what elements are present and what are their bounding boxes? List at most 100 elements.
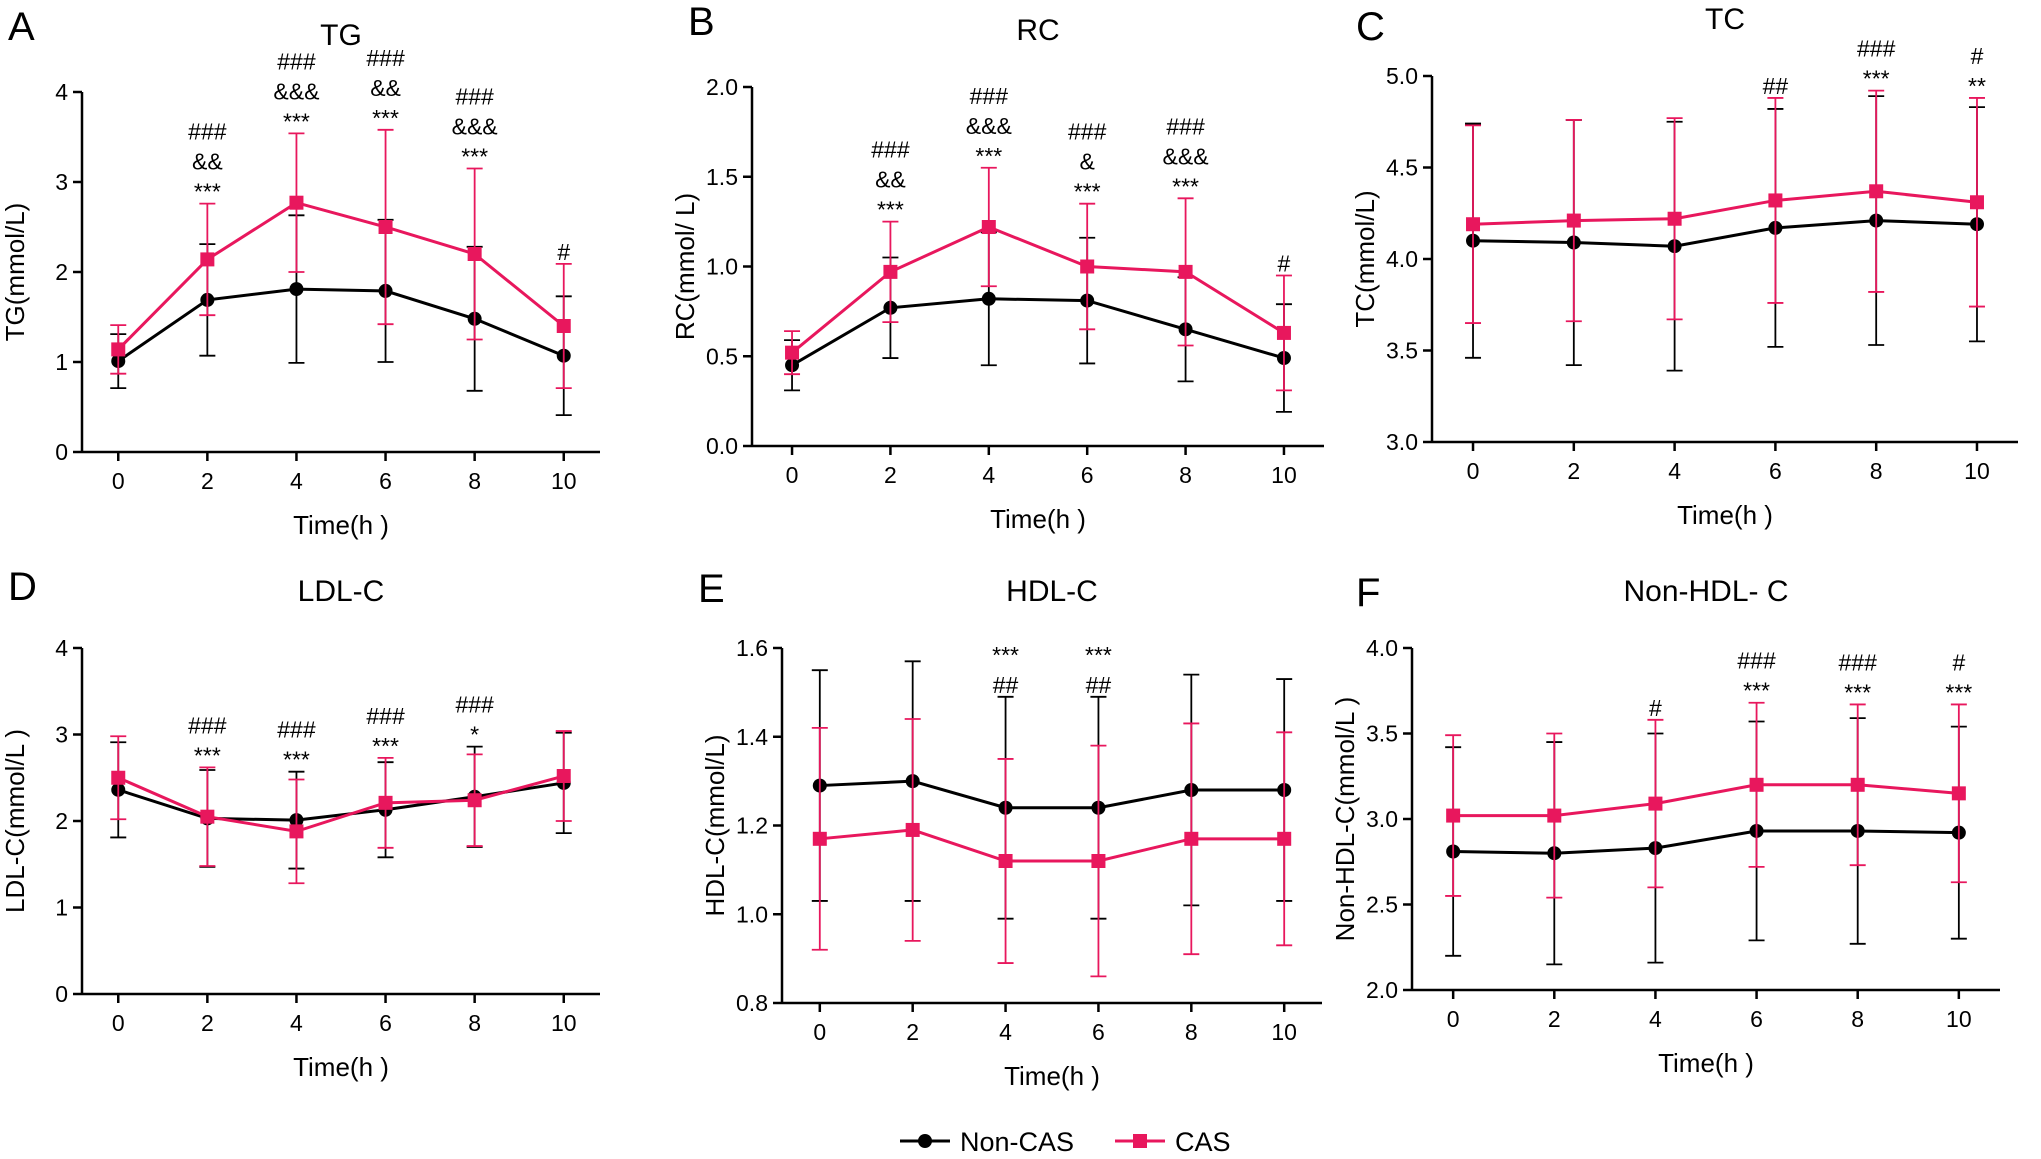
data-point [1951,786,1966,801]
data-point [111,342,126,357]
significance-mark: *** [1743,678,1770,704]
data-point [1566,213,1581,228]
series-line [1453,829,1959,855]
y-tick-label: 0.8 [736,990,768,1016]
significance-mark: ### [188,712,227,738]
data-point [1080,259,1095,274]
data-point [1466,217,1481,232]
series-line [117,201,565,351]
y-axis-label: LDL-C(mmol/L ) [0,729,30,913]
significance-mark: *** [877,197,904,223]
data-point [1091,854,1106,868]
data-point [1446,808,1461,823]
series-cas [811,718,1293,978]
significance-mark: ### [455,692,494,718]
data-point [378,795,393,810]
y-tick-label: 1.5 [706,164,738,190]
legend-entry-cas: CAS [1115,1127,1231,1157]
significance-mark: ## [993,672,1019,698]
significance-mark: *** [1172,173,1199,199]
significance-mark: ### [871,137,910,163]
data-point [467,793,482,808]
x-tick-label: 6 [1750,1006,1763,1032]
x-tick-label: 10 [1271,462,1297,488]
x-tick-label: 0 [1447,1006,1460,1032]
series-non-cas [811,660,1293,920]
data-point [1667,211,1682,226]
data-point [1277,831,1292,846]
data-point [998,854,1013,868]
data-point [111,770,126,785]
significance-mark: *** [372,105,399,131]
data-point [1969,195,1984,210]
significance-mark: &&& [452,114,498,140]
significance-mark: &&& [273,78,319,104]
panel-title: Non-HDL- C [1623,575,1788,608]
significance-mark: ### [970,83,1009,109]
x-tick-label: 6 [1092,1019,1105,1045]
data-point [1768,193,1783,208]
panel-title: TC [1705,3,1745,36]
y-tick-label: 4.0 [1386,246,1418,272]
x-tick-label: 2 [1567,458,1580,484]
significance-mark: *** [1945,679,1972,705]
significance-mark: ### [366,45,405,71]
significance-mark: *** [283,108,310,134]
series-non-cas [784,231,1292,413]
panel-b: B RC 0.0 0.5 1.0 1.5 2.0 0 2 4 6 8 10 Time(h ) RC(mmol… [670,0,1324,534]
y-tick-label: 4 [55,79,68,105]
data-point [1869,184,1884,199]
x-tick-label: 2 [1548,1006,1561,1032]
y-tick-label: 3.0 [1366,806,1398,832]
x-tick-label: 8 [1185,1019,1198,1045]
x-axis-label: Time(h ) [1004,1061,1100,1091]
x-tick-label: 10 [1271,1019,1297,1045]
data-point [981,291,996,306]
data-point [556,319,571,333]
y-tick-label: 0.5 [706,343,738,369]
panel-title: HDL-C [1006,575,1098,608]
series-cas [110,128,572,390]
data-point [200,809,215,824]
significance-mark: & [1080,149,1095,175]
y-tick-label: 4 [55,635,68,661]
panel-label: B [688,0,715,44]
panel-title: LDL-C [298,575,385,608]
legend-marker [918,1134,932,1148]
data-point [1648,796,1663,811]
x-tick-label: 8 [468,1010,481,1036]
significance-mark: ### [1068,119,1107,145]
significance-mark: *** [461,144,488,170]
x-tick-label: 4 [982,462,995,488]
data-point [883,264,898,279]
x-tick-label: 2 [906,1019,919,1045]
significance-mark: *** [194,742,221,768]
data-point [1850,777,1865,792]
significance-mark: # [557,239,570,265]
data-point [378,220,393,234]
y-tick-label: 0 [55,981,68,1007]
significance-mark: ## [1086,672,1112,698]
y-axis-label: RC(mmol/ L) [670,193,700,340]
y-tick-label: 2.5 [1366,892,1398,918]
legend: Non-CAS CAS [900,1127,1231,1157]
x-tick-label: 6 [1769,458,1782,484]
legend-marker [1133,1134,1147,1148]
data-point [289,824,304,839]
significance-mark: *** [372,733,399,759]
x-tick-label: 10 [1946,1006,1972,1032]
x-tick-label: 4 [1649,1006,1662,1032]
series-line [1453,783,1959,818]
series-line [117,781,564,822]
panel-a: A TG 0 1 2 3 4 0 2 4 6 8 10 Time(h ) TG(mmol/L) ### && **… [0,5,600,540]
data-point [200,252,215,267]
x-axis-label: Time(h ) [1677,500,1773,530]
y-tick-label: 4.5 [1386,155,1418,181]
series-cas [784,166,1292,392]
panel-label: E [698,567,725,611]
panel-e: E HDL-C 0.8 1.0 1.2 1.4 1.6 0 2 4 6 8 10 Time(h ) HDL-… [698,567,1322,1091]
y-tick-label: 3.0 [1386,429,1418,455]
significance-mark: # [1649,695,1662,721]
x-tick-label: 0 [112,468,125,494]
significance-mark: &&& [966,113,1012,139]
